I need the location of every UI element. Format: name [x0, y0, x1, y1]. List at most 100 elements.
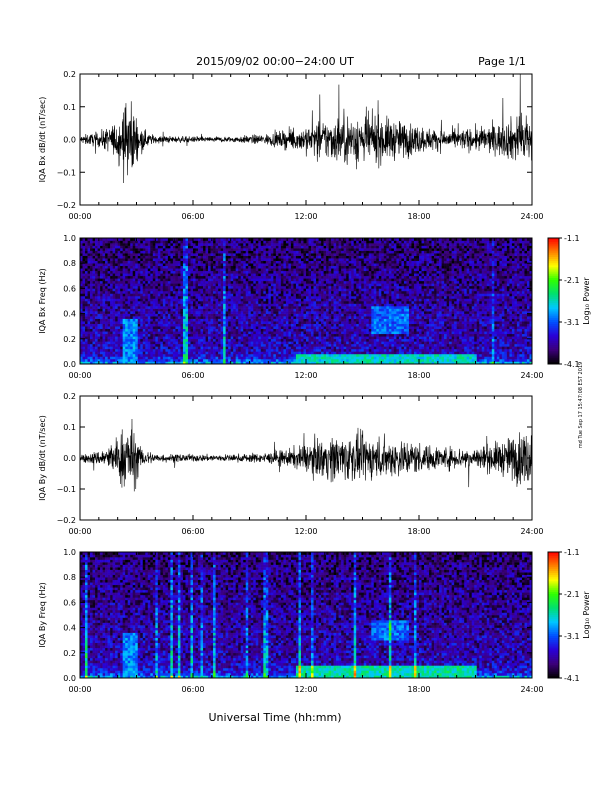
spectrogram-cell [152, 255, 156, 259]
spectrogram-cell [135, 336, 139, 340]
spectrogram-cell [238, 245, 242, 249]
spectrogram-cell [210, 273, 214, 277]
spectrogram-cell [175, 301, 179, 304]
spectrogram-cell [283, 275, 287, 279]
spectrogram-cell [145, 248, 149, 251]
spectrogram-cell [205, 336, 209, 340]
spectrogram-cell [190, 348, 194, 352]
spectrogram-cell [87, 341, 91, 345]
spectrogram-cell [250, 278, 254, 282]
spectrogram-cell [95, 293, 98, 297]
spectrogram-cell [238, 298, 242, 302]
spectrogram-cell [258, 328, 262, 332]
spectrogram-cell [177, 263, 181, 267]
spectrogram-cell [115, 328, 118, 332]
spectrogram-cell [245, 328, 249, 332]
spectrogram-cell [145, 275, 149, 279]
spectrogram-cell [100, 238, 103, 241]
spectrogram-cell [115, 351, 118, 355]
spectrogram-cell [117, 240, 121, 244]
spectrogram-cell [140, 326, 144, 330]
spectrogram-cell [258, 316, 262, 319]
spectrogram-cell [293, 283, 297, 287]
spectrogram-cell [182, 331, 186, 335]
spectrogram-cell [235, 356, 239, 360]
spectrogram-cell [137, 298, 141, 302]
spectrogram-cell [245, 356, 249, 360]
spectrogram-cell [318, 263, 322, 267]
spectrogram-cell [238, 353, 242, 357]
spectrogram-cell [195, 331, 199, 335]
spectrogram-cell [172, 268, 176, 272]
spectrogram-cell [167, 326, 171, 330]
spectrogram-cell [180, 323, 184, 327]
spectrogram-cell [273, 351, 277, 355]
spectrogram-cell [203, 346, 206, 350]
spectrogram-cell [140, 260, 144, 264]
spectrogram-cell [170, 348, 174, 352]
spectrogram-cell [238, 313, 242, 317]
spectrogram-cell [172, 255, 176, 259]
spectrogram-cell [112, 248, 116, 251]
spectrogram-cell [195, 250, 199, 254]
spectrogram-cell [193, 288, 196, 292]
spectrogram-cell [278, 308, 282, 312]
spectrogram-cell [120, 333, 123, 337]
spectrogram-cell [82, 316, 86, 319]
spectrogram-cell [170, 343, 174, 347]
spectrogram-cell [85, 238, 88, 241]
spectrogram-cell [140, 301, 144, 304]
spectrogram-cell [195, 336, 199, 340]
spectrogram-cell [308, 323, 312, 327]
spectrogram-cell [326, 326, 329, 330]
spectrogram-cell [82, 270, 86, 274]
spectrogram-cell [177, 273, 181, 277]
spectrogram-cell [235, 285, 239, 289]
spectrogram-cell [95, 346, 98, 350]
spectrogram-cell [122, 260, 126, 264]
spectrogram-cell [122, 248, 126, 251]
spectrogram-cell [145, 298, 149, 302]
spectrogram-cell [235, 338, 239, 342]
spectrogram-cell [203, 240, 206, 244]
spectrogram-cell [87, 250, 91, 254]
spectrogram-cell [258, 336, 262, 340]
spectrogram-cell [82, 326, 86, 330]
spectrogram-cell [110, 308, 113, 312]
spectrogram-cell [165, 270, 169, 274]
spectrogram-cell [200, 260, 204, 264]
spectrogram-cell [280, 275, 284, 279]
spectrogram-cell [268, 348, 272, 352]
spectrogram-cell [293, 295, 297, 299]
spectrogram-cell [278, 333, 282, 337]
spectrogram-cell [268, 278, 272, 282]
spectrogram-cell [308, 280, 312, 284]
spectrogram-cell [265, 313, 269, 317]
spectrogram-cell [137, 361, 141, 365]
spectrogram-cell [306, 288, 309, 292]
spectrogram-cell [306, 278, 309, 282]
spectrogram-cell [283, 255, 287, 259]
spectrogram-cell [318, 351, 322, 355]
spectrogram-cell [243, 298, 247, 302]
spectrogram-cell [87, 260, 91, 264]
spectrogram-cell [97, 255, 101, 259]
spectrogram-cell [220, 361, 224, 365]
spectrogram-cell [293, 328, 297, 332]
spectrogram-cell [293, 268, 297, 272]
spectrogram-cell [132, 351, 136, 355]
spectrogram-cell [92, 308, 96, 312]
spectrogram-cell [80, 270, 83, 274]
spectrogram-cell [230, 308, 234, 312]
spectrogram-cell [238, 270, 242, 274]
spectrogram-cell [150, 336, 154, 340]
spectrogram-cell [85, 351, 88, 355]
spectrogram-cell [288, 333, 292, 337]
spectrogram-cell [117, 253, 121, 256]
spectrogram-cell [278, 338, 282, 342]
spectrogram-cell [295, 285, 299, 289]
spectrogram-cell [150, 338, 154, 342]
spectrogram-cell [270, 333, 274, 337]
spectrogram-cell [180, 265, 184, 269]
spectrogram-cell [193, 280, 196, 284]
